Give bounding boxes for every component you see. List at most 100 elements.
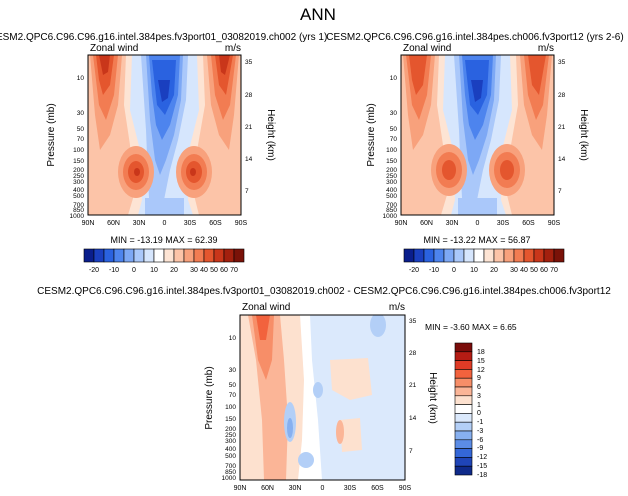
y-tick-label: 30 — [390, 110, 398, 117]
panel-1-ylabel: Pressure (mb) — [46, 103, 57, 166]
colorbar-swatch — [533, 248, 545, 263]
y-tick-label: 250 — [225, 432, 236, 439]
panel-2-subtitle-right: m/s — [538, 43, 554, 54]
colorbar-label: 60 — [220, 267, 228, 274]
y-right-tick-label: 28 — [245, 92, 253, 99]
y-tick-label: 50 — [77, 126, 85, 133]
x-tick-label: 60S — [522, 220, 535, 227]
y-right-tick-label: 14 — [558, 156, 566, 163]
y-tick-label: 30 — [77, 110, 85, 117]
y-tick-label: 850 — [386, 207, 397, 214]
x-tick-label: 0 — [476, 220, 480, 227]
y-tick-label: 30 — [229, 367, 237, 374]
panel-3: CESM2.QPC6.C96.C96.g16.intel.384pes.fv3p… — [37, 286, 611, 492]
panel-2-x-ticks: 90N 60N 30N 0 30S 60S 90S — [395, 220, 561, 227]
panel-1-subtitle-right: m/s — [225, 43, 241, 54]
y-tick-label: 400 — [225, 446, 236, 453]
y-tick-label: 200 — [225, 426, 236, 433]
colorbar-label: 40 — [200, 267, 208, 274]
x-tick-label: 30N — [289, 485, 302, 492]
panel-1-subtitle-left: Zonal wind — [90, 43, 138, 54]
y-tick-label: 100 — [386, 147, 397, 154]
y-tick-label: 10 — [77, 75, 85, 82]
y-right-tick-label: 35 — [558, 59, 566, 66]
colorbar-label: 10 — [470, 267, 478, 274]
colorbar-swatch — [143, 248, 155, 263]
colorbar-swatch — [454, 369, 473, 379]
colorbar-label: -18 — [477, 472, 487, 479]
y-tick-label: 200 — [73, 167, 84, 174]
colorbar-swatch — [123, 248, 135, 263]
colorbar-label: 50 — [530, 267, 538, 274]
colorbar-label: -10 — [109, 267, 119, 274]
y-tick-label: 1000 — [383, 213, 398, 220]
panel-1-title: CESM2.QPC6.C96.C96.g16.intel.384pes.fv3p… — [0, 32, 327, 43]
colorbar-swatch — [113, 248, 125, 263]
y-tick-label: 150 — [386, 158, 397, 165]
colorbar-swatch — [223, 248, 235, 263]
y-tick-label: 250 — [386, 173, 397, 180]
colorbar-swatch — [454, 421, 473, 432]
colorbar-swatch — [454, 360, 473, 370]
colorbar-swatch — [454, 351, 473, 361]
x-tick-label: 60N — [107, 220, 120, 227]
y-tick-label: 70 — [390, 136, 398, 143]
colorbar-label: 10 — [150, 267, 158, 274]
panel-2-subtitle-left: Zonal wind — [403, 43, 451, 54]
y-tick-label: 50 — [390, 126, 398, 133]
y-tick-label: 250 — [73, 173, 84, 180]
y-tick-label: 400 — [386, 187, 397, 194]
colorbar-swatch — [454, 342, 473, 353]
colorbar-swatch — [503, 248, 515, 263]
panel-3-y-ticks-right: 35 28 21 14 7 — [409, 318, 417, 455]
colorbar-swatch — [483, 248, 495, 263]
y-right-tick-label: 28 — [558, 92, 566, 99]
colorbar-swatch — [403, 248, 415, 263]
panel-2-ylabel: Pressure (mb) — [366, 103, 377, 166]
panel-2-stats: MIN = -13.22 MAX = 56.87 — [423, 235, 530, 245]
x-tick-label: 0 — [321, 485, 325, 492]
colorbar-label: 18 — [477, 349, 485, 356]
x-tick-label: 60S — [209, 220, 222, 227]
y-right-tick-label: 21 — [409, 382, 417, 389]
y-tick-label: 10 — [229, 335, 237, 342]
panel-1-field — [88, 55, 241, 215]
colorbar-swatch — [493, 248, 505, 263]
colorbar-swatch — [153, 248, 165, 263]
colorbar-label: -1 — [477, 419, 483, 426]
y-tick-label: 100 — [73, 147, 84, 154]
colorbar-swatch — [433, 248, 445, 263]
panel-1-stats: MIN = -13.19 MAX = 62.39 — [110, 235, 217, 245]
panel-3-ylabel: Pressure (mb) — [204, 366, 215, 429]
panel-3-x-ticks: 90N 60N 30N 0 30S 60S 90S — [234, 485, 412, 492]
colorbar-swatch — [454, 413, 473, 423]
colorbar-swatch — [523, 248, 535, 263]
colorbar-swatch — [173, 248, 185, 263]
colorbar-swatch — [413, 248, 425, 263]
colorbar-label: 0 — [132, 267, 136, 274]
colorbar-label: 70 — [230, 267, 238, 274]
colorbar-label: 0 — [452, 267, 456, 274]
panel-2-y-ticks: 10 30 50 70 100 150 200 250 300 400 500 … — [383, 75, 398, 220]
y-tick-label: 300 — [386, 179, 397, 186]
y-tick-label: 850 — [225, 469, 236, 476]
y-tick-label: 50 — [229, 382, 237, 389]
colorbar-swatch — [163, 248, 175, 263]
colorbar-swatch — [454, 377, 473, 388]
colorbar-swatch — [454, 457, 473, 467]
y-tick-label: 850 — [73, 207, 84, 214]
y-tick-label: 100 — [225, 404, 236, 411]
x-tick-label: 60N — [261, 485, 274, 492]
colorbar-swatch — [423, 248, 435, 263]
colorbar-label: -9 — [477, 445, 483, 452]
colorbar-swatch — [454, 386, 473, 397]
colorbar-label: -6 — [477, 437, 483, 444]
y-right-tick-label: 21 — [558, 124, 566, 131]
y-tick-label: 70 — [77, 136, 85, 143]
x-tick-label: 30S — [344, 485, 357, 492]
colorbar-label: 20 — [170, 267, 178, 274]
y-right-tick-label: 14 — [245, 156, 253, 163]
y-right-tick-label: 7 — [245, 188, 249, 195]
x-tick-label: 60N — [420, 220, 433, 227]
panel-3-subtitle-right: m/s — [389, 302, 405, 313]
